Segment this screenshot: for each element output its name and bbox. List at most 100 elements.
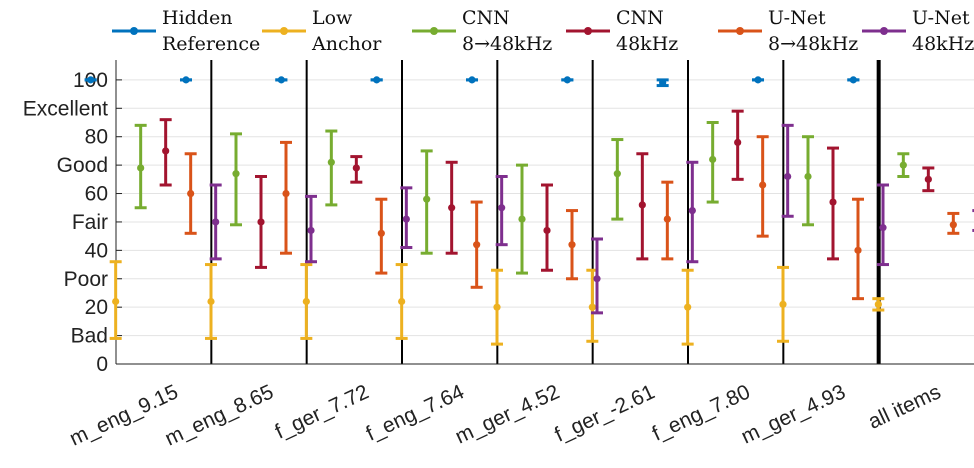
legend-label: U-Net [768, 7, 826, 29]
error-bar [375, 197, 388, 275]
error-bar [470, 200, 483, 289]
error-bar [686, 160, 699, 264]
error-bar [466, 76, 478, 84]
data-point [849, 76, 857, 84]
error-bar [400, 186, 413, 250]
data-point [829, 198, 837, 206]
x-tick-label: m_ger_4.93 [738, 380, 849, 448]
series-1 [109, 260, 885, 346]
error-bar [370, 76, 383, 84]
data-point [282, 189, 290, 198]
data-point [232, 170, 240, 178]
error-bar [731, 109, 744, 181]
y-tick-label: Poor [64, 268, 108, 291]
error-bar [777, 265, 789, 343]
y-tick-label: 20 [85, 296, 108, 319]
series-2 [134, 121, 910, 275]
data-point [187, 189, 195, 198]
legend-item: U-Net 48kHz [862, 7, 974, 55]
legend-label: 48kHz [912, 33, 974, 55]
error-bar [420, 149, 433, 255]
x-tick-label: f_eng_7.64 [363, 380, 468, 445]
error-bar [897, 152, 910, 178]
y-tick-labels: 0Bad20Poor40Fair60Good80Excellent100 [23, 69, 122, 376]
x-tick-label: f_ger_-2.61 [551, 380, 658, 446]
error-bar [205, 263, 217, 340]
error-bar [922, 166, 935, 193]
error-bar [275, 76, 288, 84]
x-tick-label: all items [865, 380, 945, 433]
error-bar [184, 152, 197, 235]
x-tick-label: f_ger_7.72 [272, 380, 373, 443]
data-point [663, 215, 671, 223]
legend-label: 48kHz [616, 33, 678, 55]
legend: Hidden Reference Low Anchor CNN 8→48kHz CNN 48k… [112, 7, 974, 55]
error-bar [516, 163, 528, 275]
legend-label: CNN [462, 7, 510, 29]
data-point [613, 170, 621, 178]
error-bar [350, 155, 363, 184]
data-point [257, 218, 265, 226]
legend-label: Low [312, 7, 353, 29]
data-point [784, 172, 792, 181]
data-point [588, 303, 596, 311]
data-point [568, 241, 576, 249]
error-bar [681, 268, 694, 346]
error-bar [255, 174, 267, 269]
data-point [593, 275, 601, 283]
data-point [352, 164, 360, 172]
error-bar [781, 123, 794, 218]
error-bar [827, 146, 839, 261]
data-point [759, 181, 767, 189]
error-bar [611, 138, 624, 221]
data-point [182, 76, 190, 84]
series-3 [159, 109, 935, 272]
series-0 [84, 76, 860, 88]
data-point [423, 195, 431, 203]
error-bar [300, 263, 313, 340]
error-bar [656, 78, 669, 88]
data-point [377, 229, 385, 237]
error-bar [134, 123, 147, 210]
error-bar [752, 76, 764, 84]
data-point [518, 215, 526, 223]
data-point [277, 76, 285, 84]
error-bar [109, 260, 122, 340]
y-tick-label: 80 [85, 126, 108, 149]
data-point [302, 297, 310, 306]
data-point [659, 79, 667, 87]
data-point [327, 158, 335, 166]
data-point [949, 221, 957, 229]
data-point [307, 226, 315, 235]
data-point [448, 204, 456, 212]
legend-item: U-Net 8→48kHz [718, 7, 858, 55]
grid-lines [116, 79, 974, 337]
error-bar [325, 129, 338, 207]
legend-marker [130, 27, 138, 35]
data-point [804, 172, 812, 181]
data-point [112, 297, 120, 306]
error-bar [591, 237, 603, 315]
data-point [87, 76, 95, 84]
legend-marker [584, 27, 592, 35]
legend-item: CNN 8→48kHz [412, 7, 552, 55]
data-point [498, 204, 506, 212]
legend-label: Reference [162, 33, 260, 55]
data-point [638, 201, 646, 209]
data-point [779, 300, 787, 308]
data-point [373, 76, 381, 84]
error-bar [159, 118, 172, 187]
error-bar [802, 135, 814, 227]
legend-marker [880, 27, 888, 35]
error-bar [756, 135, 769, 238]
x-tick-labels: m_eng_9.15m_eng_8.65f_ger_7.72f_eng_7.64… [66, 380, 944, 450]
legend-label: Hidden [162, 7, 232, 29]
y-tick-label: 60 [85, 183, 108, 206]
data-point [468, 76, 476, 84]
data-point [473, 241, 481, 249]
error-bar [852, 197, 864, 301]
legend-item: Hidden Reference [112, 7, 260, 55]
legend-marker [430, 27, 438, 35]
data-point [754, 76, 762, 84]
data-point [212, 218, 220, 226]
